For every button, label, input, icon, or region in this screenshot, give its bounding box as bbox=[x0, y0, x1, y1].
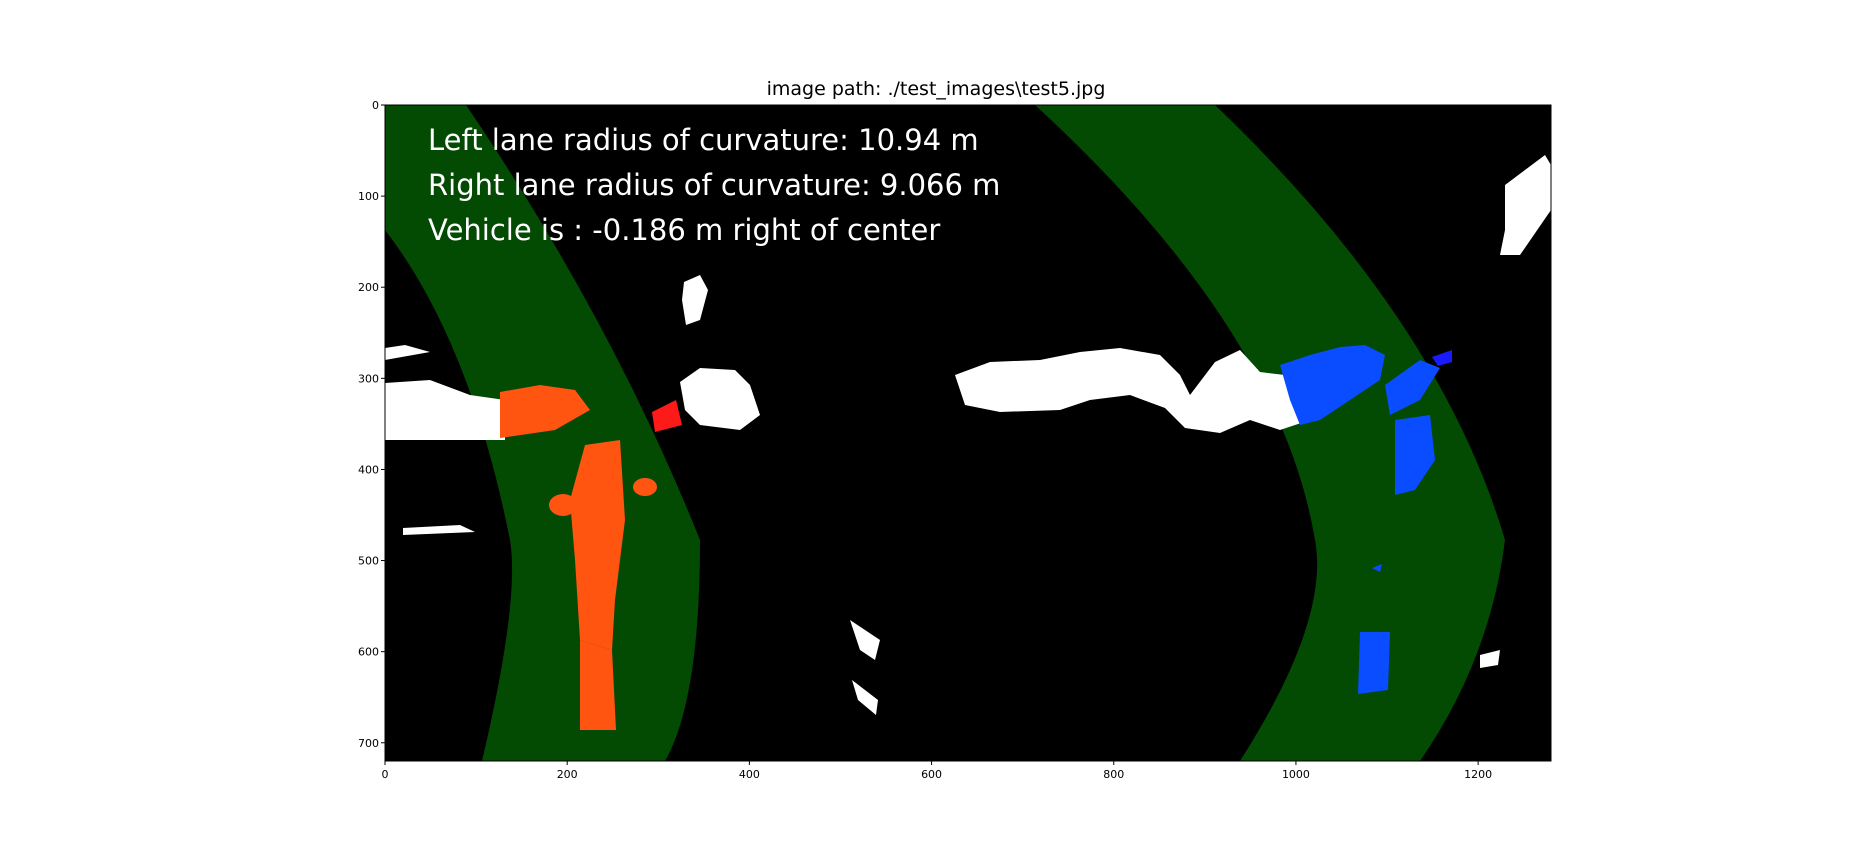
y-tick-label: 500 bbox=[358, 555, 379, 568]
y-tick-label: 400 bbox=[358, 463, 379, 476]
left-lane-pixels-trail bbox=[570, 440, 625, 650]
binary-blob bbox=[955, 348, 1310, 433]
left-lane-highlight bbox=[652, 400, 682, 432]
right-lane-band bbox=[1035, 105, 1505, 761]
binary-blob bbox=[1500, 155, 1551, 255]
binary-blob bbox=[385, 380, 505, 440]
x-tick-label: 0 bbox=[382, 768, 389, 781]
x-tick-label: 200 bbox=[557, 768, 578, 781]
right-lane-pixels bbox=[1280, 345, 1440, 694]
y-tick-label: 600 bbox=[358, 646, 379, 659]
y-tick-label: 300 bbox=[358, 372, 379, 385]
axis-ticks: 0 200 400 600 800 1000 1200 0 100 200 300 400 500 600… bbox=[358, 99, 1492, 781]
binary-blob bbox=[852, 680, 878, 715]
binary-pixels bbox=[385, 155, 1551, 715]
left-lane-band bbox=[385, 105, 700, 761]
left-lane-pixels-main bbox=[580, 640, 616, 730]
x-tick-label: 1000 bbox=[1282, 768, 1310, 781]
left-lane-pixels-top bbox=[500, 385, 590, 438]
y-tick-label: 200 bbox=[358, 281, 379, 294]
right-lane-pixels-streak bbox=[1385, 360, 1440, 415]
binary-blob bbox=[680, 368, 760, 430]
binary-blob bbox=[385, 345, 430, 360]
left-lane-pixels-dot bbox=[633, 478, 657, 496]
axes-frame bbox=[384, 104, 1552, 762]
x-tick-label: 600 bbox=[921, 768, 942, 781]
right-curvature-text: Right lane radius of curvature: 9.066 m bbox=[428, 168, 1000, 202]
y-tick-label: 100 bbox=[358, 190, 379, 203]
left-lane-pixels bbox=[500, 385, 657, 730]
right-lane-pixels-top bbox=[1280, 345, 1385, 425]
vehicle-offset-text: Vehicle is : -0.186 m right of center bbox=[428, 213, 940, 247]
x-tick-label: 400 bbox=[739, 768, 760, 781]
lane-image: Left lane radius of curvature: 10.94 m R… bbox=[385, 105, 1551, 761]
binary-blob bbox=[403, 525, 475, 535]
right-lane-highlight bbox=[1432, 350, 1452, 366]
left-lane-pixels-dot bbox=[549, 494, 577, 516]
right-lane-pixels-bottom bbox=[1358, 632, 1390, 694]
binary-blob bbox=[682, 275, 708, 325]
binary-blob bbox=[1480, 650, 1500, 668]
y-tick-label: 700 bbox=[358, 737, 379, 750]
binary-blob bbox=[850, 620, 880, 660]
right-lane-pixels-dash bbox=[1372, 564, 1382, 572]
figure-title: image path: ./test_images\test5.jpg bbox=[766, 78, 1106, 100]
left-curvature-text: Left lane radius of curvature: 10.94 m bbox=[428, 123, 979, 157]
y-tick-label: 0 bbox=[372, 99, 379, 112]
right-lane-pixels-mid bbox=[1395, 415, 1435, 495]
x-tick-label: 1200 bbox=[1464, 768, 1492, 781]
x-tick-label: 800 bbox=[1103, 768, 1124, 781]
